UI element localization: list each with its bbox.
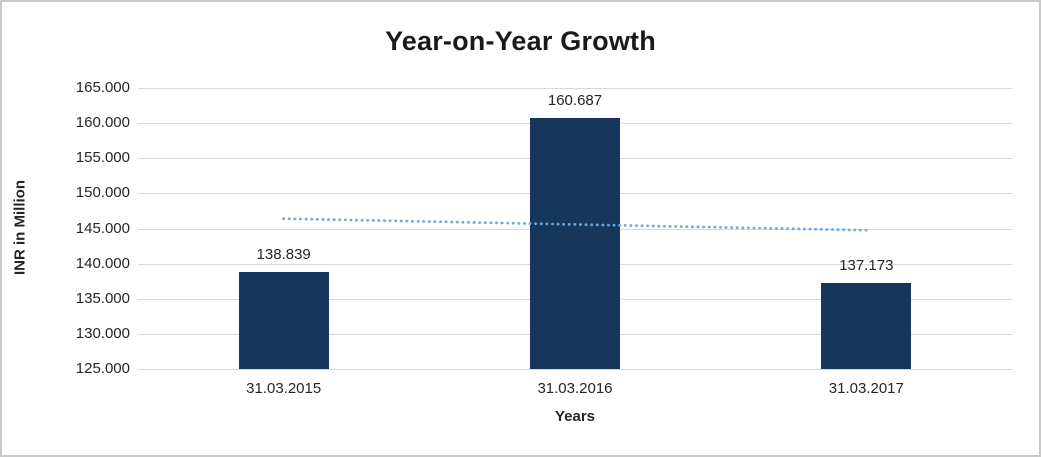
plot-area: 138.839 160.687 137.173 — [138, 88, 1012, 370]
y-tick-label: 155.000 — [75, 149, 130, 167]
bar-31.03.2017 — [821, 283, 912, 369]
x-tick-label: 31.03.2017 — [828, 380, 904, 397]
y-tick-label: 165.000 — [75, 79, 130, 96]
y-tick-label: 145.000 — [75, 219, 130, 237]
bar-value-label: 160.687 — [547, 92, 603, 110]
gridline — [138, 88, 1012, 89]
y-axis-ticks: 125.000 130.000 135.000 140.000 145.000 150.0… — [2, 79, 130, 377]
bar-value-label: 138.839 — [256, 245, 311, 263]
x-axis-ticks: 31.03.2015 31.03.2016 31.03.2017 — [138, 380, 1012, 402]
x-axis-title: Years — [554, 408, 596, 425]
y-tick-label: 160.000 — [75, 114, 130, 132]
bar-value-label: 137.173 — [839, 257, 894, 275]
x-tick-label: 31.03.2015 — [246, 380, 322, 397]
y-tick-label: 150.000 — [75, 184, 130, 202]
y-tick-label: 130.000 — [75, 324, 130, 342]
chart-title: Year-on-Year Growth — [385, 26, 656, 56]
bar-31.03.2015 — [238, 271, 329, 369]
y-tick-label: 140.000 — [75, 254, 130, 272]
x-tick-label: 31.03.2016 — [537, 380, 613, 397]
y-tick-label: 125.000 — [75, 360, 130, 377]
bar-31.03.2016 — [530, 118, 620, 369]
y-tick-label: 135.000 — [75, 289, 130, 307]
